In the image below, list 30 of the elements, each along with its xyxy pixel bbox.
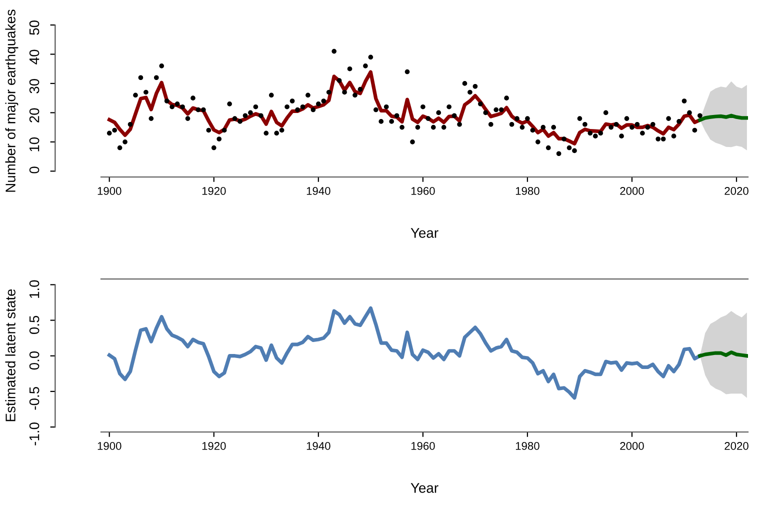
y-axis-title: Estimated latent state	[5, 289, 16, 422]
y-axis-title: Number of major earthquakes	[5, 10, 18, 192]
y-tick-label: -0.5	[29, 386, 40, 410]
x-tick-label: 1940	[306, 187, 330, 195]
y-tick-label: 0.0	[29, 351, 40, 370]
y-tick-label: 30	[29, 78, 40, 94]
x-tick-label: 2000	[620, 187, 644, 195]
y-tick-label: 10	[29, 137, 40, 152]
x-axis-title: Year	[410, 483, 438, 493]
x-tick-label: 1960	[411, 442, 435, 450]
x-tick-label: 1900	[98, 187, 122, 195]
x-axis-title: Year	[410, 228, 438, 238]
x-tick-label: 1920	[202, 442, 226, 450]
y-tick-label: 50	[29, 20, 40, 35]
x-tick-label: 2020	[724, 442, 748, 450]
y-tick-label: 40	[29, 50, 40, 64]
y-tick-label: -1.0	[29, 422, 40, 446]
x-tick-label: 1980	[516, 442, 540, 450]
y-tick-label: 1.0	[29, 280, 40, 298]
x-tick-label: 1940	[306, 442, 330, 450]
y-tick-label: 0.5	[29, 316, 40, 334]
x-tick-label: 1980	[516, 187, 540, 195]
x-tick-label: 2000	[620, 442, 644, 450]
x-tick-label: 1900	[98, 442, 122, 450]
y-tick-label: 0	[29, 166, 40, 174]
line-series	[108, 70, 702, 146]
y-tick-label: 20	[29, 108, 40, 122]
x-tick-label: 1960	[411, 187, 435, 195]
x-tick-label: 2020	[724, 187, 748, 195]
x-tick-label: 1920	[202, 187, 226, 195]
